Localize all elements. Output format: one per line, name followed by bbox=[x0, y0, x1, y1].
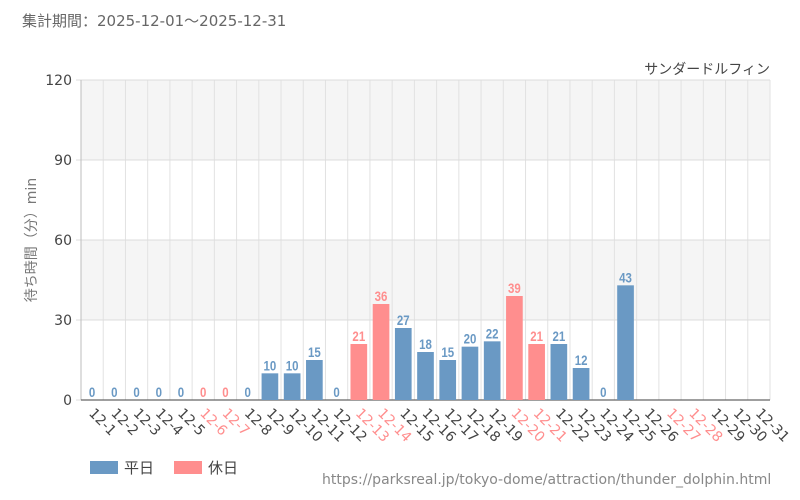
plot-band bbox=[81, 80, 770, 160]
bar-12-23 bbox=[572, 368, 590, 400]
bars bbox=[83, 285, 634, 400]
plot-bands bbox=[81, 80, 770, 320]
bar-label-12-9: 10 bbox=[264, 357, 277, 373]
legend-holiday-label: 休日 bbox=[208, 459, 239, 477]
bar-label-12-8: 0 bbox=[244, 384, 250, 400]
bar-12-21 bbox=[528, 344, 545, 400]
bar-12-13 bbox=[350, 344, 368, 400]
bar-label-12-23: 12 bbox=[575, 352, 588, 368]
bar-label-12-10: 10 bbox=[286, 357, 299, 373]
bar-label-12-25: 43 bbox=[619, 269, 632, 285]
chart-title: サンダードルフィン bbox=[644, 62, 770, 78]
bar-12-22 bbox=[550, 344, 568, 400]
y-tick-labels: 0 30 60 90 120 bbox=[45, 73, 72, 409]
y-tick-label: 60 bbox=[54, 233, 72, 249]
bar-label-12-19: 22 bbox=[486, 325, 499, 341]
bar-label-12-11: 15 bbox=[308, 344, 321, 360]
bar-label-12-6: 0 bbox=[200, 384, 206, 400]
bar-label-12-20: 39 bbox=[508, 280, 521, 296]
bar-label-12-21: 21 bbox=[530, 328, 543, 344]
y-tick-label: 120 bbox=[45, 73, 72, 89]
bar-label-12-17: 15 bbox=[441, 344, 454, 360]
bar-12-11 bbox=[306, 360, 323, 400]
y-tick-label: 0 bbox=[63, 393, 72, 409]
source-url: https://parksreal.jp/tokyo-dome/attracti… bbox=[322, 472, 772, 488]
bar-label-12-1: 0 bbox=[89, 384, 95, 400]
bar-12-15 bbox=[394, 328, 412, 400]
bar-12-9 bbox=[261, 373, 279, 400]
bar-label-12-4: 0 bbox=[156, 384, 162, 400]
bar-label-12-3: 0 bbox=[133, 384, 139, 400]
x-tick-labels: 12-112-212-312-412-512-612-712-812-912-1… bbox=[85, 406, 792, 446]
legend-weekday-label: 平日 bbox=[124, 459, 155, 477]
bar-label-12-2: 0 bbox=[111, 384, 117, 400]
bar-label-12-12: 0 bbox=[333, 384, 339, 400]
bar-label-12-18: 20 bbox=[464, 331, 477, 347]
bar-label-12-13: 21 bbox=[352, 328, 365, 344]
bar-12-17 bbox=[439, 360, 457, 400]
bar-12-10 bbox=[283, 373, 301, 400]
plot-band bbox=[81, 240, 770, 320]
bar-label-12-15: 27 bbox=[397, 312, 410, 328]
bar-12-19 bbox=[483, 341, 501, 400]
bar-12-16 bbox=[417, 352, 434, 400]
legend-weekday: 平日 bbox=[90, 457, 154, 478]
bar-label-12-24: 0 bbox=[600, 384, 606, 400]
bar-label-12-7: 0 bbox=[222, 384, 228, 400]
legend-weekday-swatch bbox=[90, 461, 118, 474]
legend-holiday: 休日 bbox=[174, 457, 238, 478]
y-tick-label: 30 bbox=[54, 313, 72, 329]
bar-label-12-16: 18 bbox=[419, 336, 432, 352]
bar-label-12-14: 36 bbox=[375, 288, 388, 304]
bar-12-14 bbox=[372, 304, 390, 400]
y-tick-label: 90 bbox=[54, 153, 72, 169]
bar-12-20 bbox=[506, 296, 523, 400]
bar-12-18 bbox=[461, 346, 479, 400]
bar-12-25 bbox=[617, 285, 634, 400]
bar-label-12-5: 0 bbox=[178, 384, 184, 400]
bar-label-12-22: 21 bbox=[552, 328, 565, 344]
period-label: 集計期間：2025-12-01〜2025-12-31 bbox=[22, 12, 287, 30]
y-axis-label: 待ち時間（分）min bbox=[24, 178, 40, 302]
legend-holiday-swatch bbox=[174, 461, 202, 474]
